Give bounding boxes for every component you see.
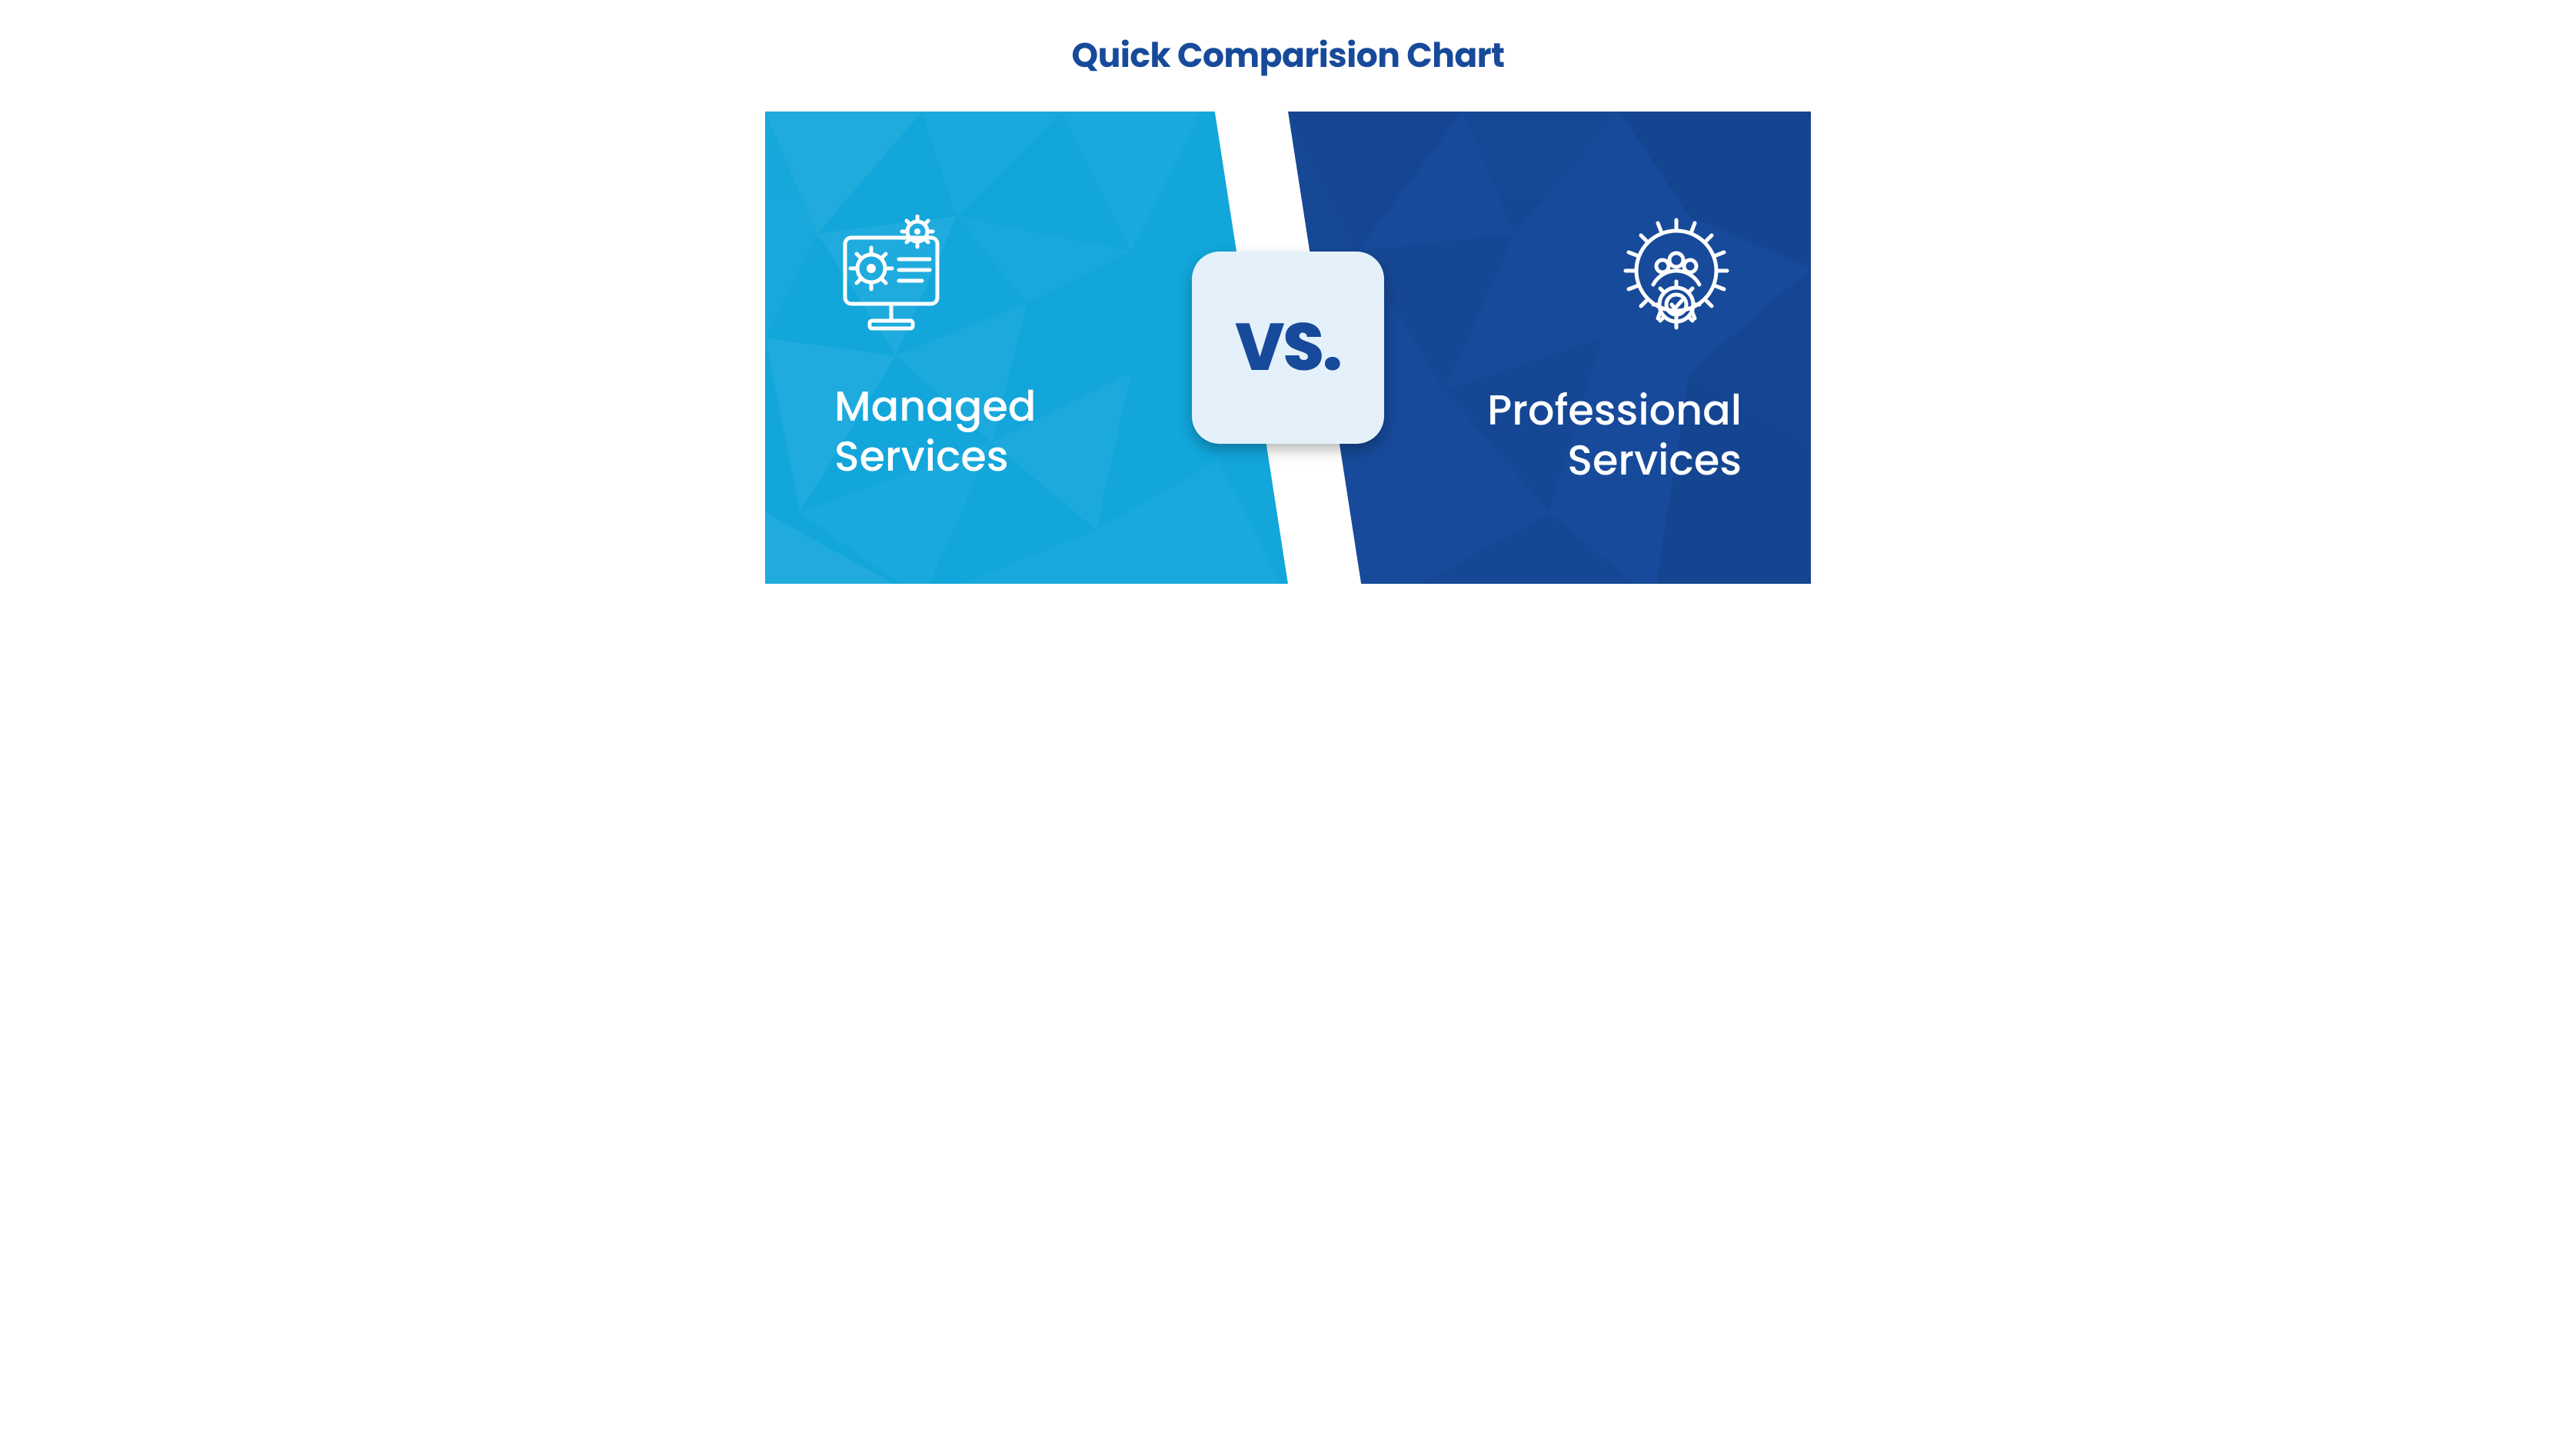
comparison-panels: Managed Services bbox=[765, 112, 1811, 584]
monitor-gears-icon bbox=[834, 215, 957, 343]
vs-badge: VS. bbox=[1192, 252, 1384, 444]
comparison-infographic: Quick Comparision Chart bbox=[727, 0, 1849, 630]
gear-team-check-icon bbox=[1611, 211, 1742, 347]
vs-label: VS. bbox=[1235, 298, 1340, 398]
panel-right-label: Professional Services bbox=[1487, 385, 1742, 485]
panel-left-label: Managed Services bbox=[834, 381, 1036, 481]
page-title: Quick Comparision Chart bbox=[765, 31, 1811, 81]
